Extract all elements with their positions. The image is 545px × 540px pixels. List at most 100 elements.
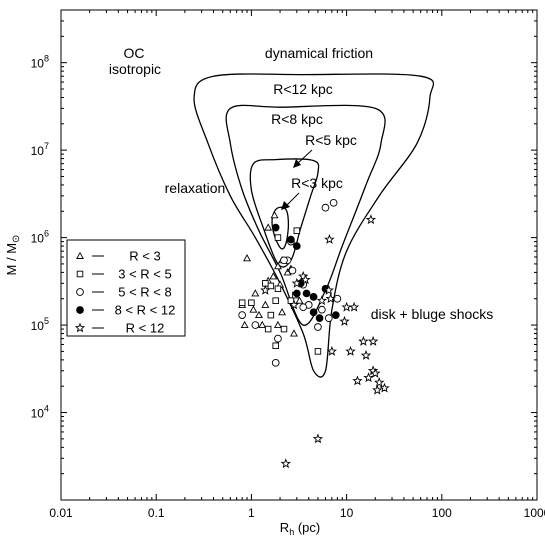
x-tick-label: 100 <box>432 506 452 520</box>
y-axis-label-sub: ⊙ <box>11 235 22 243</box>
star-point <box>367 335 379 346</box>
plot-frame <box>60 9 538 501</box>
star-point <box>352 375 363 386</box>
legend-label: R < 12 <box>126 321 165 336</box>
x-axis-label-unit: (pc) <box>294 520 320 535</box>
y-tick-label: 105 <box>31 316 49 333</box>
star-point <box>288 299 300 310</box>
star-point <box>326 345 337 356</box>
circle-point <box>280 256 288 265</box>
triangle-point <box>270 211 279 219</box>
triangle-point <box>249 305 258 313</box>
legend-marker-filled <box>76 306 84 314</box>
y-tick-label: 108 <box>31 54 49 71</box>
star-point <box>280 458 291 469</box>
square-point <box>314 348 322 355</box>
star-point <box>316 295 328 306</box>
circle-point <box>324 314 333 322</box>
star-point <box>323 284 335 295</box>
annotation-r3: R<3 kpc <box>291 175 343 191</box>
star-point <box>300 274 311 285</box>
star-point <box>370 367 381 378</box>
filled-point <box>271 223 280 232</box>
points-group <box>238 198 390 469</box>
triangle-point <box>264 223 273 231</box>
star-point <box>365 214 377 225</box>
filled-point <box>331 311 340 319</box>
star-point <box>341 301 352 312</box>
contour-2 <box>249 158 320 268</box>
annotation-disk-shocks: disk + bluge shocks <box>371 306 494 322</box>
circle-point <box>288 266 297 275</box>
triangle-point <box>258 320 267 329</box>
x-axis-label-main: R <box>280 520 289 535</box>
annotation-oc: OC <box>124 45 145 61</box>
circle-point <box>318 305 326 314</box>
filled-point <box>315 314 324 322</box>
annotation-r8: R<8 kpc <box>271 111 323 127</box>
contour-0 <box>193 73 435 378</box>
circle-point <box>274 334 282 343</box>
star-point <box>345 345 356 356</box>
circle-point <box>271 358 280 367</box>
filled-point <box>292 242 301 250</box>
arrow-r3-line <box>285 192 300 207</box>
x-tick-label: 10 <box>340 506 354 520</box>
filled-point <box>309 308 318 317</box>
filled-point <box>302 289 311 298</box>
arrow-r5-head <box>293 159 301 168</box>
square-point <box>272 342 279 350</box>
circle-point <box>333 294 342 303</box>
circle-point <box>329 198 338 207</box>
circle-point <box>321 203 330 212</box>
x-tick-label: 0.01 <box>49 506 73 520</box>
star-point <box>360 349 372 360</box>
star-point <box>339 315 350 326</box>
annotation-dynamical-friction: dynamical friction <box>265 45 373 61</box>
star-point <box>312 433 324 444</box>
circle-point <box>251 321 260 329</box>
star-point <box>260 284 271 295</box>
y-tick-label: 107 <box>31 141 49 158</box>
triangle-point <box>290 329 298 337</box>
x-axis-label: Rh (pc) <box>280 520 320 537</box>
legend-label: 8 < R < 12 <box>115 303 176 318</box>
y-axis-label-main: M / M <box>4 243 19 276</box>
triangle-point <box>254 310 263 319</box>
legend-marker-circle <box>76 288 84 296</box>
circle-point <box>314 323 322 331</box>
star-point <box>358 335 369 346</box>
arrow-r3-head <box>281 201 290 210</box>
triangle-point <box>278 308 287 316</box>
circle-point <box>238 311 247 319</box>
square-point <box>248 299 255 306</box>
legend-label: 3 < R < 5 <box>118 267 171 282</box>
triangle-point <box>273 262 282 270</box>
triangle-point <box>243 254 252 262</box>
y-tick-label: 104 <box>31 404 49 421</box>
square-point <box>293 227 301 234</box>
annotation-r12: R<12 kpc <box>273 81 333 97</box>
square-point <box>238 299 246 306</box>
filled-point <box>287 235 295 244</box>
square-point <box>280 325 288 333</box>
legend-marker-square <box>76 270 84 278</box>
x-tick-label: 0.1 <box>148 506 165 520</box>
star-point <box>291 277 303 288</box>
square-point <box>267 282 275 290</box>
ticks-group: 0.01 0.1 1 10 100 1000 104 105 106 107 108 <box>31 9 545 520</box>
y-tick-label: 106 <box>31 229 49 246</box>
star-point <box>363 372 374 383</box>
legend-label: 5 < R < 8 <box>118 285 171 300</box>
star-point <box>324 234 335 244</box>
star-point <box>372 384 383 395</box>
triangle-point <box>251 289 260 297</box>
annotation-r5: R<5 kpc <box>305 132 357 148</box>
x-tick-label: 1000 <box>524 506 545 520</box>
star-point <box>373 377 385 388</box>
star-point <box>348 301 360 312</box>
triangle-point <box>295 296 304 304</box>
contour-3 <box>271 206 290 250</box>
triangle-point <box>240 320 249 329</box>
